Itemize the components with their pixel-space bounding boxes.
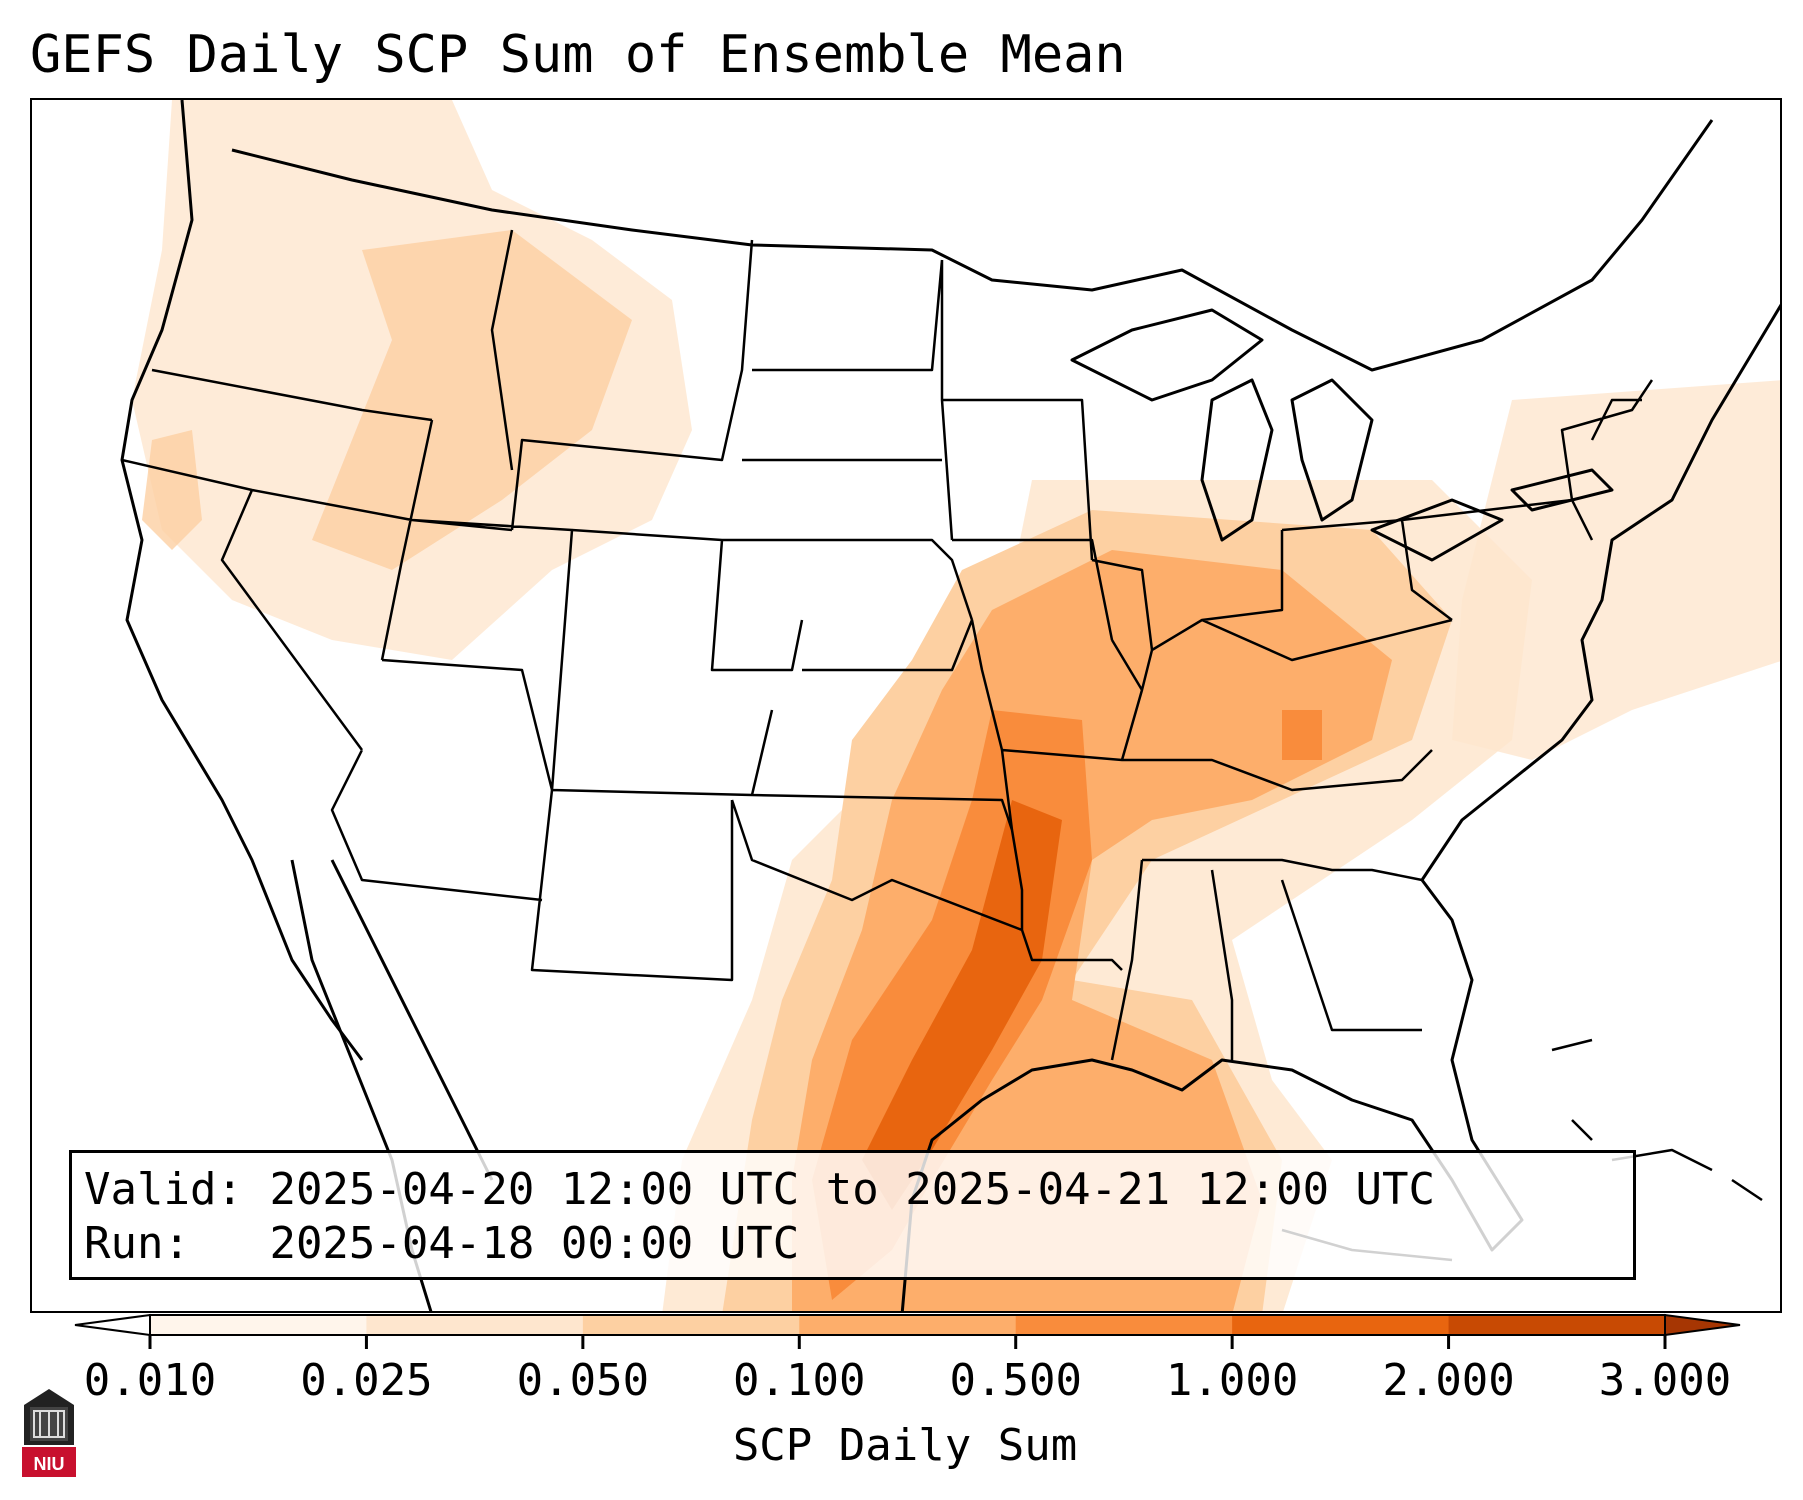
colorbar-over-extension (1664, 1313, 1741, 1337)
colorbar-title: SCP Daily Sum (732, 1420, 1078, 1471)
gulf-coast (900, 879, 1524, 1311)
map-panel: Valid: 2025-04-20 12:00 UTC to 2025-04-2… (30, 98, 1782, 1313)
colorbar-tick-label: 2.000 (1382, 1355, 1515, 1406)
validity-info-box: Valid: 2025-04-20 12:00 UTC to 2025-04-2… (69, 1150, 1636, 1280)
valid-value: 2025-04-20 12:00 UTC to 2025-04-21 12:00… (269, 1164, 1436, 1215)
colorbar-segments (74, 1313, 1741, 1337)
colorbar-segment (582, 1315, 800, 1335)
colorbar-segment (150, 1315, 367, 1335)
colorbar-tick-label: 3.000 (1598, 1355, 1732, 1406)
colorbar-under-extension (74, 1313, 151, 1337)
colorbar-tick-label: 0.500 (949, 1355, 1082, 1406)
colorbar-tick-label: 1.000 (1165, 1355, 1299, 1406)
scp-shading (132, 100, 1780, 1311)
colorbar-tick-label: 0.050 (516, 1355, 650, 1406)
colorbar-segment (1015, 1315, 1233, 1335)
scp-region-kentucky (1282, 710, 1322, 760)
colorbar-segment (799, 1315, 1017, 1335)
colorbar-segment (1232, 1315, 1450, 1335)
map-title: GEFS Daily SCP Sum of Ensemble Mean (30, 25, 1126, 85)
colorbar-tick-label: 0.100 (733, 1355, 866, 1406)
us-coastline-west (120, 100, 364, 1061)
us-coastline-east (1420, 303, 1780, 881)
map-boundaries (120, 100, 1780, 1311)
colorbar-tick-label: 0.025 (300, 1355, 433, 1406)
map-canvas (120, 100, 1780, 1311)
great-lakes (1070, 308, 1614, 562)
colorbar-tick-label: 0.010 (83, 1355, 217, 1406)
logo-text: NIU (34, 1454, 65, 1474)
valid-row: Valid: 2025-04-20 12:00 UTC to 2025-04-2… (84, 1163, 1621, 1217)
canada-us-border (231, 119, 1714, 372)
colorbar (74, 1313, 1741, 1349)
colorbar-segment (366, 1315, 584, 1335)
run-label: Run: (84, 1218, 190, 1269)
colorbar-segment (1448, 1315, 1666, 1335)
mexico-coast-west (330, 859, 494, 1181)
islands (1281, 1038, 1763, 1262)
state-borders (121, 229, 1654, 1061)
niu-logo: NIU (22, 1389, 76, 1477)
scp-region-atlantic-faint (1452, 380, 1780, 760)
scp-region-main-core (862, 800, 1062, 1210)
colorbar-ticks (148, 1335, 1667, 1349)
valid-label: Valid: (84, 1164, 243, 1215)
run-row: Run: 2025-04-18 00:00 UTC (84, 1217, 1621, 1271)
scp-region-northwest-core (312, 230, 632, 570)
run-value: 2025-04-18 00:00 UTC (269, 1218, 800, 1269)
colorbar-frame (149, 1314, 1666, 1336)
scp-region-california (142, 430, 202, 550)
